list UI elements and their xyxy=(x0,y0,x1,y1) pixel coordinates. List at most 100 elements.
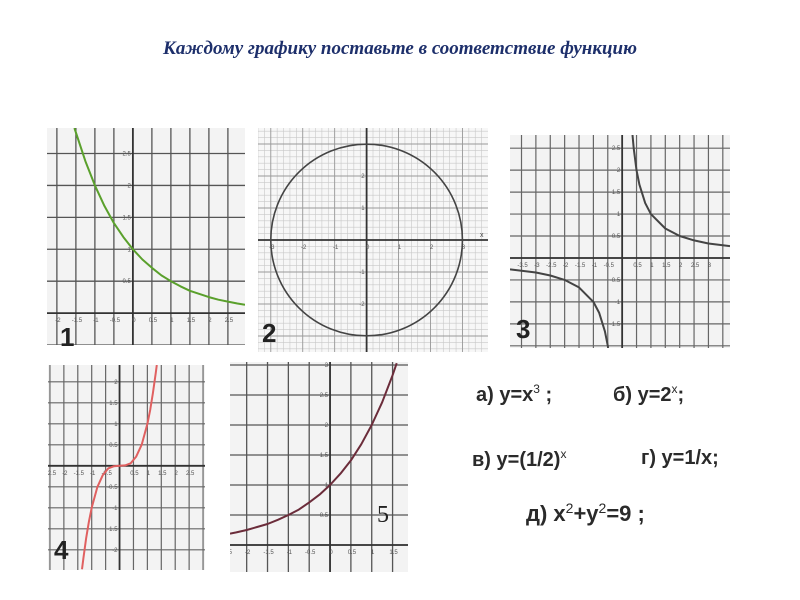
chart-5: -2.5 -2 -1.5 -1 -0.5 0 0.5 1 1.5 3 2.5 2 1.5 1 0.5 xyxy=(230,362,408,572)
y-tick-label: -0.5 xyxy=(107,485,118,491)
x-tick-label: -1 xyxy=(90,471,96,477)
y-tick-label: 2.5 xyxy=(612,146,621,152)
y-tick-label: -1 xyxy=(359,270,365,276)
x-tick-label: -1.5 xyxy=(74,471,85,477)
y-tick-label: 1 xyxy=(128,247,132,253)
option-sup: 3 xyxy=(533,382,540,396)
option-sup: x xyxy=(560,447,567,461)
x-tick-label: 2 xyxy=(679,263,683,269)
x-tick-label: 0 xyxy=(366,245,370,251)
chart-number-label: 2 xyxy=(262,318,277,348)
chart-number-label: 5 xyxy=(377,502,389,528)
y-tick-label: 0.5 xyxy=(320,513,329,519)
x-tick-label: 2.5 xyxy=(691,263,700,269)
x-tick-label: 1 xyxy=(147,471,151,477)
function-curve xyxy=(73,128,245,306)
x-tick-label: 0.5 xyxy=(633,263,642,269)
x-tick-label: 0.5 xyxy=(149,318,158,324)
y-tick-label: 1.5 xyxy=(320,453,329,459)
plot-background xyxy=(47,128,245,345)
chart-3: -3.5 -3 -2.5 -2 -1.5 -1 -0.5 0.5 1 1.5 2 2.5 3 2.5 2 1.… xyxy=(510,135,730,348)
option-text: +y xyxy=(573,501,599,526)
y-tick-label: -2 xyxy=(112,548,118,554)
x-tick-label: 2.5 xyxy=(186,471,195,477)
x-tick-label: 1 xyxy=(170,318,174,324)
y-tick-label: -1.5 xyxy=(107,527,118,533)
y-tick-label: -1 xyxy=(615,300,621,306)
y-tick-label: 1.5 xyxy=(109,401,118,407)
x-tick-label: 2 xyxy=(208,318,212,324)
y-tick-label: 2.5 xyxy=(320,393,329,399)
x-tick-label: -2.5 xyxy=(546,263,557,269)
x-tick-label: -0.5 xyxy=(110,318,121,324)
x-tick-label: -2.5 xyxy=(48,471,57,477)
option-text: в) y=(1/2) xyxy=(472,449,561,471)
option-b: б) y=2x; xyxy=(613,382,684,407)
x-tick-label: 0.5 xyxy=(130,471,139,477)
x-tick-label: -0.5 xyxy=(101,471,112,477)
x-tick-label: -3.5 xyxy=(517,263,528,269)
x-tick-label: 1.5 xyxy=(158,471,167,477)
option-text: =9 ; xyxy=(606,501,645,526)
option-v: в) y=(1/2)x xyxy=(472,447,566,472)
x-tick-label: 2 xyxy=(430,245,434,251)
x-tick-label: -2 xyxy=(563,263,569,269)
x-tick-label: -2 xyxy=(62,471,68,477)
y-tick-label: 1 xyxy=(325,483,329,489)
y-tick-label: 3 xyxy=(325,363,329,369)
x-tick-label: 1.5 xyxy=(187,318,196,324)
option-g: г) y=1/x; xyxy=(641,447,719,470)
y-tick-label: 2 xyxy=(325,423,329,429)
x-tick-label: 1 xyxy=(398,245,402,251)
x-tick-label: 2.5 xyxy=(225,318,234,324)
chart-2: -3 -2 -1 0 1 2 3 2 1 -1 -2 x xyxy=(258,128,488,352)
x-tick-label: 2 xyxy=(175,471,179,477)
x-tick-label: 1.5 xyxy=(389,550,398,556)
x-tick-label: -2 xyxy=(301,245,307,251)
y-tick-label: 1 xyxy=(114,422,118,428)
chart-number-label: 4 xyxy=(54,535,69,565)
y-tick-label: 0.5 xyxy=(612,234,621,240)
x-tick-label: 1.5 xyxy=(662,263,671,269)
x-tick-label: 3 xyxy=(708,263,712,269)
y-tick-label: 0.5 xyxy=(123,279,132,285)
y-tick-label: -2 xyxy=(359,302,365,308)
x-tick-label: -3 xyxy=(534,263,540,269)
plot-background xyxy=(48,365,205,570)
option-a: а) y=x3 ; xyxy=(476,382,552,407)
y-tick-label: 0.5 xyxy=(109,443,118,449)
chart-1: -2 -1.5 -1 -0.5 0 0.5 1 1.5 2 2.5 0.5 1 1.5 2 2.5 xyxy=(47,128,245,345)
x-tick-label: 0 xyxy=(329,550,333,556)
option-text: д) x xyxy=(526,501,566,526)
option-text: ; xyxy=(539,384,553,406)
y-tick-label: -1.5 xyxy=(610,322,621,328)
y-tick-label: 2 xyxy=(361,174,365,180)
y-tick-label: 1 xyxy=(617,212,621,218)
x-axis-label: x xyxy=(480,232,484,239)
x-tick-label: -1 xyxy=(287,550,293,556)
option-text: б) y=2 xyxy=(613,384,672,406)
function-curve xyxy=(81,365,158,570)
x-tick-label: -2 xyxy=(245,550,251,556)
x-tick-label: -1.5 xyxy=(263,550,274,556)
circle-curve xyxy=(269,143,464,337)
option-sup: 2 xyxy=(565,500,574,516)
y-tick-label: 1 xyxy=(361,206,365,212)
x-tick-label: 0 xyxy=(132,318,136,324)
y-tick-label: 2 xyxy=(128,183,132,189)
x-tick-label: -2.5 xyxy=(230,550,233,556)
x-tick-label: -1.5 xyxy=(575,263,586,269)
y-tick-label: 2.5 xyxy=(123,152,132,158)
function-curve xyxy=(510,268,610,348)
x-tick-label: 3 xyxy=(462,245,466,251)
x-tick-label: -1 xyxy=(333,245,339,251)
x-tick-label: -1 xyxy=(93,318,99,324)
option-text: а) y=x xyxy=(476,384,534,406)
option-sup: x xyxy=(671,382,678,396)
function-curve xyxy=(230,362,398,535)
y-tick-label: 2 xyxy=(617,168,621,174)
x-tick-label: -0.5 xyxy=(604,263,615,269)
x-tick-label: -0.5 xyxy=(305,550,316,556)
option-sup: 2 xyxy=(598,500,607,516)
x-tick-label: -1.5 xyxy=(72,318,83,324)
